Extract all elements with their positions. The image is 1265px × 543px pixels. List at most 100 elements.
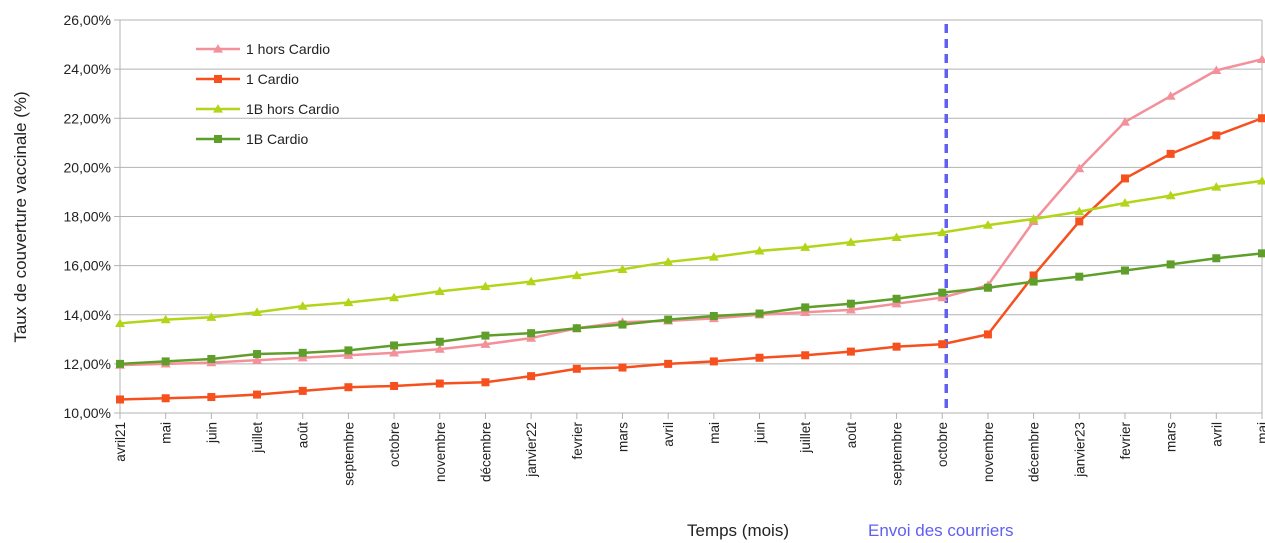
- data-point: [983, 330, 992, 339]
- annotation-label: Envoi des courriers: [868, 521, 1014, 540]
- data-point: [481, 331, 490, 340]
- y-tick-label: 20,00%: [64, 159, 111, 175]
- data-point: [938, 340, 947, 349]
- x-tick-label: avril21: [113, 422, 128, 462]
- legend-item: 1B hors Cardio: [196, 101, 340, 117]
- legend: 1 hors Cardio 1 Cardio 1B hors Cardio 1B Ca…: [196, 41, 340, 147]
- x-tick-label: fevrier: [570, 422, 585, 460]
- legend-swatch-marker: [213, 104, 223, 113]
- data-point: [845, 304, 856, 314]
- x-tick-label: mai: [707, 422, 722, 444]
- data-point: [572, 364, 581, 373]
- data-point: [207, 393, 216, 402]
- data-point: [206, 312, 217, 321]
- data-point: [480, 339, 491, 348]
- data-point: [1257, 176, 1265, 185]
- data-point: [527, 372, 536, 381]
- data-point: [344, 383, 353, 392]
- x-tick-label: septembre: [890, 422, 905, 486]
- data-point: [298, 386, 307, 395]
- data-point: [982, 220, 993, 229]
- legend-label: 1 hors Cardio: [246, 41, 330, 57]
- data-point: [390, 341, 399, 350]
- data-point: [526, 333, 537, 342]
- data-point: [754, 246, 765, 255]
- data-point: [297, 301, 308, 310]
- data-point: [664, 359, 673, 368]
- x-tick-label: novembre: [981, 422, 996, 482]
- data-point: [1029, 271, 1038, 280]
- data-point: [1165, 91, 1176, 100]
- x-tick-label: juin: [204, 422, 219, 444]
- data-point: [801, 303, 810, 312]
- data-point: [709, 357, 718, 366]
- data-point: [937, 292, 948, 302]
- data-point: [1119, 117, 1130, 126]
- data-point: [755, 309, 764, 318]
- data-point: [938, 288, 947, 297]
- data-point: [390, 381, 399, 390]
- data-point: [1075, 272, 1084, 281]
- data-point: [618, 320, 627, 329]
- series-layer: [115, 54, 1265, 404]
- y-axis: 10,00% 12,00% 14,00% 16,00% 18,00% 20,00% 22,0…: [64, 12, 120, 421]
- data-point: [618, 363, 627, 372]
- data-point: [937, 227, 948, 237]
- grid: [119, 19, 1263, 414]
- data-point: [161, 357, 170, 366]
- data-point: [161, 394, 170, 403]
- y-tick-label: 24,00%: [64, 61, 111, 77]
- legend-swatch-marker: [213, 44, 223, 53]
- series-3: [115, 176, 1265, 327]
- data-point: [527, 329, 536, 338]
- data-point: [664, 315, 673, 324]
- data-point: [298, 348, 307, 357]
- series-2: [116, 114, 1265, 404]
- y-tick-label: 26,00%: [64, 12, 111, 28]
- data-point: [892, 342, 901, 351]
- data-point: [800, 242, 811, 251]
- data-point: [160, 314, 171, 324]
- series-line: [119, 117, 1263, 401]
- x-tick-label: avril: [1209, 422, 1224, 447]
- legend-label: 1B Cardio: [246, 131, 308, 147]
- data-point: [571, 270, 582, 280]
- data-point: [435, 379, 444, 388]
- data-point: [297, 352, 308, 362]
- data-point: [801, 351, 810, 360]
- legend-item: 1 hors Cardio: [196, 41, 330, 57]
- x-tick-label: mai: [159, 422, 174, 444]
- data-point: [253, 390, 262, 399]
- data-point: [755, 353, 764, 362]
- data-point: [389, 347, 400, 357]
- data-point: [846, 299, 855, 308]
- x-tick-label: mars: [615, 422, 630, 452]
- data-point: [1258, 114, 1265, 123]
- legend-item: 1 Cardio: [196, 71, 299, 87]
- annotation-layer: Envoi des courriers: [868, 24, 1014, 540]
- data-point: [1029, 277, 1038, 286]
- x-tick-label: septembre: [341, 422, 356, 486]
- data-point: [116, 395, 124, 404]
- data-point: [1074, 163, 1085, 173]
- data-point: [891, 298, 902, 308]
- x-tick-label: fevrier: [1118, 422, 1133, 460]
- series-line: [119, 58, 1263, 367]
- x-tick-label: mai: [1255, 422, 1265, 444]
- series-line: [119, 179, 1263, 325]
- x-tick-label: août: [296, 422, 311, 449]
- data-point: [434, 344, 445, 353]
- data-point: [1212, 131, 1221, 140]
- data-point: [892, 294, 901, 303]
- data-point: [1119, 198, 1130, 207]
- data-point: [481, 378, 490, 387]
- data-point: [617, 264, 628, 273]
- x-tick-label: janvier23: [1072, 422, 1087, 478]
- data-point: [1120, 266, 1129, 275]
- data-point: [1258, 249, 1265, 258]
- x-tick-label: juillet: [798, 422, 813, 454]
- x-tick-label: juin: [753, 422, 768, 444]
- data-point: [1211, 65, 1222, 74]
- data-point: [1257, 54, 1265, 63]
